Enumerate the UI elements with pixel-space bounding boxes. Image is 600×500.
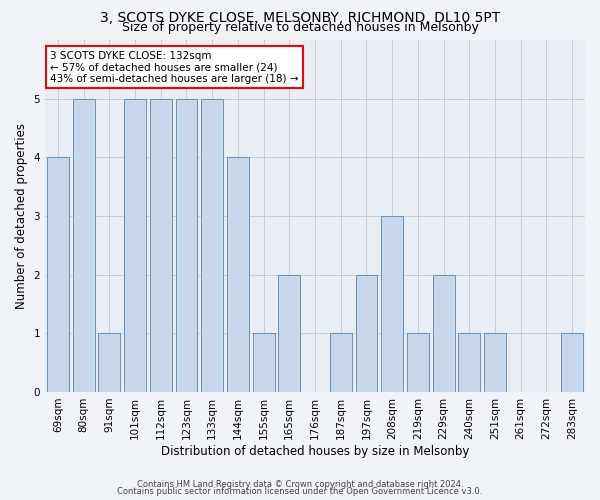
Bar bbox=[278, 274, 300, 392]
Bar bbox=[458, 334, 480, 392]
Y-axis label: Number of detached properties: Number of detached properties bbox=[15, 123, 28, 309]
Bar bbox=[561, 334, 583, 392]
Text: Size of property relative to detached houses in Melsonby: Size of property relative to detached ho… bbox=[122, 21, 478, 34]
Text: 3, SCOTS DYKE CLOSE, MELSONBY, RICHMOND, DL10 5PT: 3, SCOTS DYKE CLOSE, MELSONBY, RICHMOND,… bbox=[100, 11, 500, 25]
Bar bbox=[73, 98, 95, 392]
X-axis label: Distribution of detached houses by size in Melsonby: Distribution of detached houses by size … bbox=[161, 444, 469, 458]
Bar bbox=[381, 216, 403, 392]
Bar bbox=[407, 334, 429, 392]
Bar bbox=[433, 274, 455, 392]
Text: 3 SCOTS DYKE CLOSE: 132sqm
← 57% of detached houses are smaller (24)
43% of semi: 3 SCOTS DYKE CLOSE: 132sqm ← 57% of deta… bbox=[50, 50, 299, 84]
Bar bbox=[201, 98, 223, 392]
Bar bbox=[484, 334, 506, 392]
Bar bbox=[47, 158, 69, 392]
Bar bbox=[227, 158, 249, 392]
Bar bbox=[253, 334, 275, 392]
Text: Contains HM Land Registry data © Crown copyright and database right 2024.: Contains HM Land Registry data © Crown c… bbox=[137, 480, 463, 489]
Text: Contains public sector information licensed under the Open Government Licence v3: Contains public sector information licen… bbox=[118, 488, 482, 496]
Bar bbox=[98, 334, 120, 392]
Bar bbox=[150, 98, 172, 392]
Bar bbox=[356, 274, 377, 392]
Bar bbox=[124, 98, 146, 392]
Bar bbox=[176, 98, 197, 392]
Bar bbox=[330, 334, 352, 392]
